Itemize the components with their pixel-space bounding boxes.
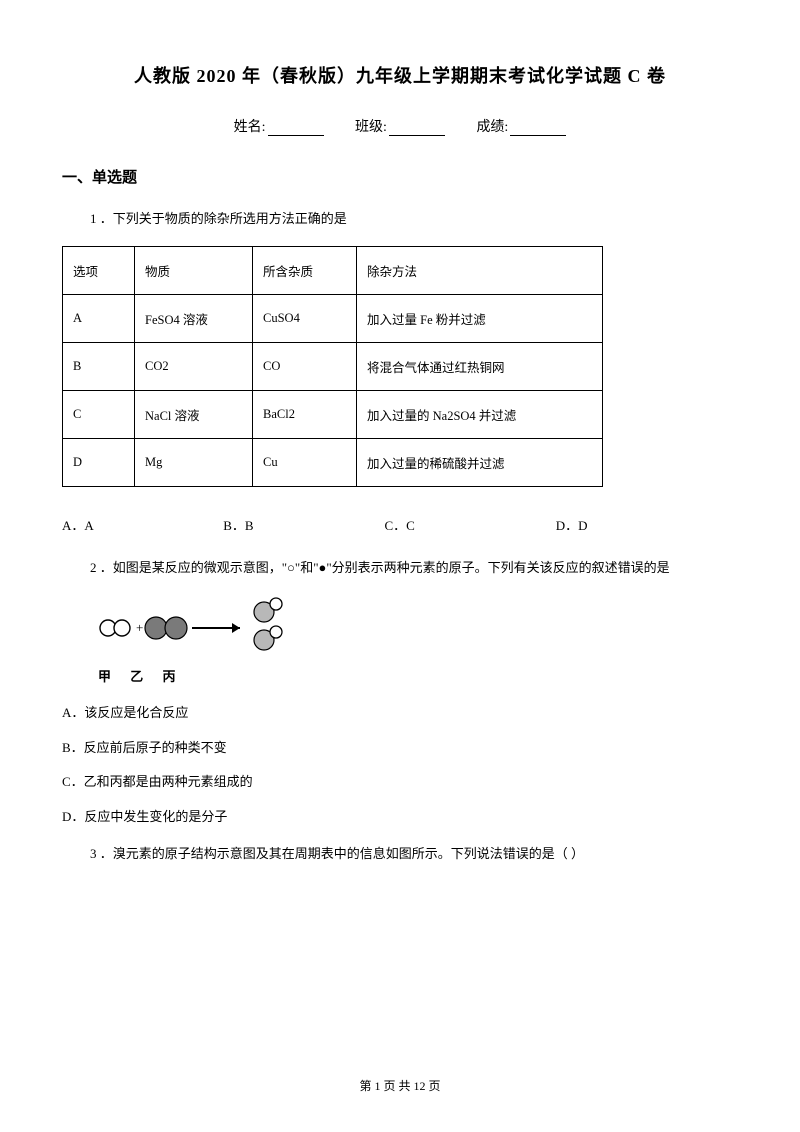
cell: 加入过量的 Na2SO4 并过滤 xyxy=(357,391,603,439)
cell: 加入过量的稀硫酸并过滤 xyxy=(357,439,603,487)
q2-diagram: + xyxy=(90,596,738,656)
q2-option-d: D．反应中发生变化的是分子 xyxy=(62,807,738,828)
q1-table: 选项 物质 所含杂质 除杂方法 A FeSO4 溶液 CuSO4 加入过量 Fe… xyxy=(62,246,603,487)
th-impurity: 所含杂质 xyxy=(253,247,357,295)
th-method: 除杂方法 xyxy=(357,247,603,295)
section-title: 一、单选题 xyxy=(62,166,738,187)
page-footer: 第 1 页 共 12 页 xyxy=(0,1077,800,1094)
table-row: D Mg Cu 加入过量的稀硫酸并过滤 xyxy=(63,439,603,487)
name-label: 姓名: xyxy=(234,120,266,135)
cell: Mg xyxy=(135,439,253,487)
q2-option-b: B．反应前后原子的种类不变 xyxy=(62,738,738,759)
cell: 加入过量 Fe 粉并过滤 xyxy=(357,295,603,343)
svg-text:+: + xyxy=(136,620,143,635)
cell: C xyxy=(63,391,135,439)
score-label: 成绩: xyxy=(476,120,508,135)
option-a: A．A xyxy=(62,515,220,534)
q1-stem: 1 ．下列关于物质的除杂所选用方法正确的是 xyxy=(90,207,738,230)
option-c: C．C xyxy=(385,515,553,534)
cell: CO xyxy=(253,343,357,391)
cell: A xyxy=(63,295,135,343)
option-d: D．D xyxy=(556,515,588,534)
cell: D xyxy=(63,439,135,487)
name-blank xyxy=(268,122,324,136)
q2-option-a: A．该反应是化合反应 xyxy=(62,703,738,724)
q2-diagram-labels: 甲 乙 丙 xyxy=(98,666,738,685)
student-info-line: 姓名: 班级: 成绩: xyxy=(62,116,738,136)
score-blank xyxy=(510,122,566,136)
cell: Cu xyxy=(253,439,357,487)
th-option: 选项 xyxy=(63,247,135,295)
cell: BaCl2 xyxy=(253,391,357,439)
cell: 将混合气体通过红热铜网 xyxy=(357,343,603,391)
cell: CuSO4 xyxy=(253,295,357,343)
table-header-row: 选项 物质 所含杂质 除杂方法 xyxy=(63,247,603,295)
cell: B xyxy=(63,343,135,391)
cell: CO2 xyxy=(135,343,253,391)
table-row: B CO2 CO 将混合气体通过红热铜网 xyxy=(63,343,603,391)
th-substance: 物质 xyxy=(135,247,253,295)
q2-stem: 2 ．如图是某反应的微观示意图，"○"和"●"分别表示两种元素的原子。下列有关该… xyxy=(90,556,738,579)
table-row: A FeSO4 溶液 CuSO4 加入过量 Fe 粉并过滤 xyxy=(63,295,603,343)
q3-stem: 3 ．溴元素的原子结构示意图及其在周期表中的信息如图所示。下列说法错误的是（ ） xyxy=(90,842,738,865)
q2-option-c: C．乙和丙都是由两种元素组成的 xyxy=(62,772,738,793)
class-blank xyxy=(389,122,445,136)
cell: NaCl 溶液 xyxy=(135,391,253,439)
page-title: 人教版 2020 年（春秋版）九年级上学期期末考试化学试题 C 卷 xyxy=(62,62,738,88)
option-b: B．B xyxy=(223,515,381,534)
class-label: 班级: xyxy=(355,120,387,135)
q1-options: A．A B．B C．C D．D xyxy=(62,515,738,534)
cell: FeSO4 溶液 xyxy=(135,295,253,343)
table-row: C NaCl 溶液 BaCl2 加入过量的 Na2SO4 并过滤 xyxy=(63,391,603,439)
